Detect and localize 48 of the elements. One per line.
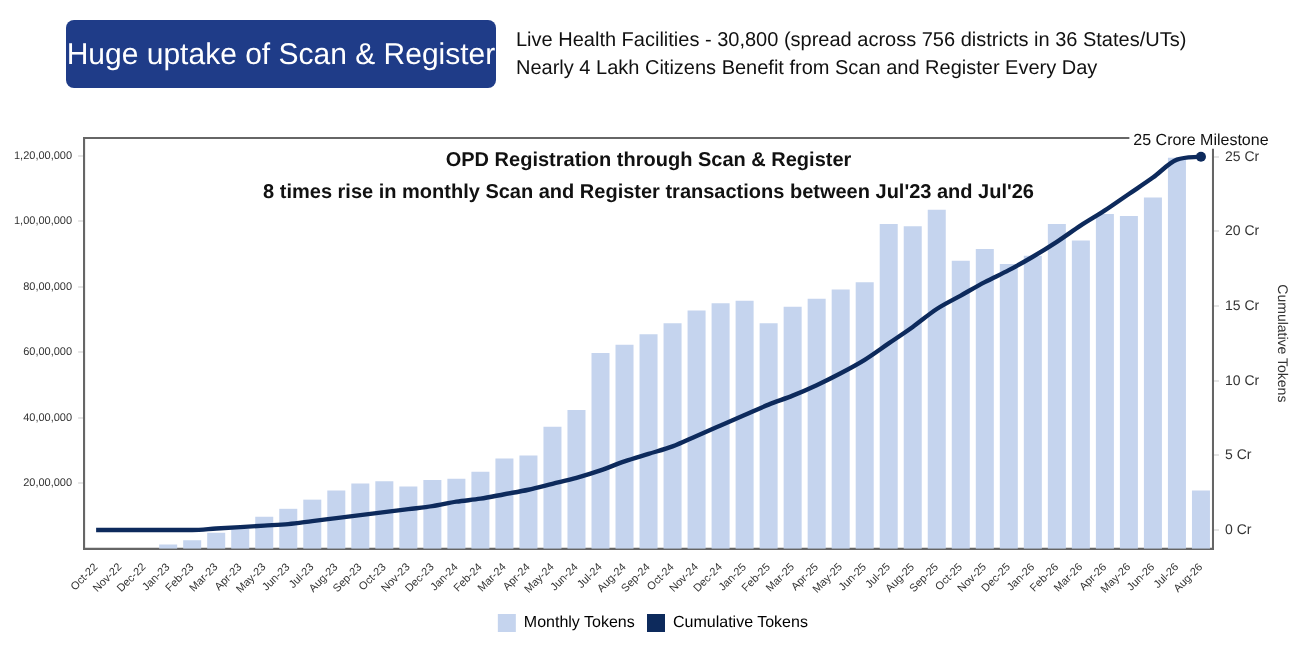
- bar: [975, 248, 994, 549]
- bar: [903, 226, 922, 549]
- bar: [999, 264, 1018, 549]
- text: 8 times rise in monthly Scan and Register transactions between Jul'23 and Jul'26: [263, 181, 1035, 204]
- bar: [351, 483, 370, 549]
- bar: [1023, 255, 1042, 549]
- bar: [615, 344, 634, 549]
- bar: [711, 303, 730, 549]
- legend-label: Monthly Tokens: [523, 613, 635, 632]
- bar: [423, 480, 442, 549]
- legend-label: Cumulative Tokens: [673, 613, 808, 632]
- bar: [567, 409, 586, 549]
- bar: [1191, 490, 1210, 549]
- annotation: 25 Crore Milestone: [1133, 131, 1270, 150]
- bar: [447, 478, 466, 549]
- bar: [855, 282, 874, 549]
- bar: [807, 298, 826, 549]
- bar: [1167, 157, 1186, 549]
- bar: [327, 490, 346, 549]
- bar: [591, 353, 610, 549]
- text: Huge uptake of Scan & Register: [66, 20, 496, 88]
- bar: [951, 260, 970, 549]
- bar: [639, 334, 658, 549]
- bar: [663, 323, 682, 549]
- text: OPD Registration through Scan & Register: [445, 149, 852, 172]
- bar: [207, 532, 226, 549]
- bar: [759, 323, 778, 549]
- bar: [927, 209, 946, 549]
- bar: [495, 458, 514, 549]
- bar: [735, 300, 754, 549]
- bar: [375, 481, 394, 549]
- bar: [783, 306, 802, 549]
- bar: [519, 455, 538, 549]
- bar: [687, 310, 706, 549]
- text: Nearly 4 Lakh Citizens Benefit from Scan and Register Every Day: [516, 58, 1098, 80]
- bar: [1047, 224, 1066, 549]
- bar: [231, 529, 250, 549]
- bar: [1143, 197, 1162, 549]
- bar: [471, 471, 490, 549]
- text: Live Health Facilities - 30,800 (spread across 756 districts in 36 States/UTs): [516, 30, 1187, 52]
- bar: [879, 224, 898, 549]
- bar: [1119, 215, 1138, 549]
- bar: [543, 426, 562, 549]
- bar: [831, 289, 850, 549]
- bar: [1071, 240, 1090, 549]
- bar: [399, 486, 418, 549]
- bar: [1095, 213, 1114, 549]
- bar: [183, 540, 202, 549]
